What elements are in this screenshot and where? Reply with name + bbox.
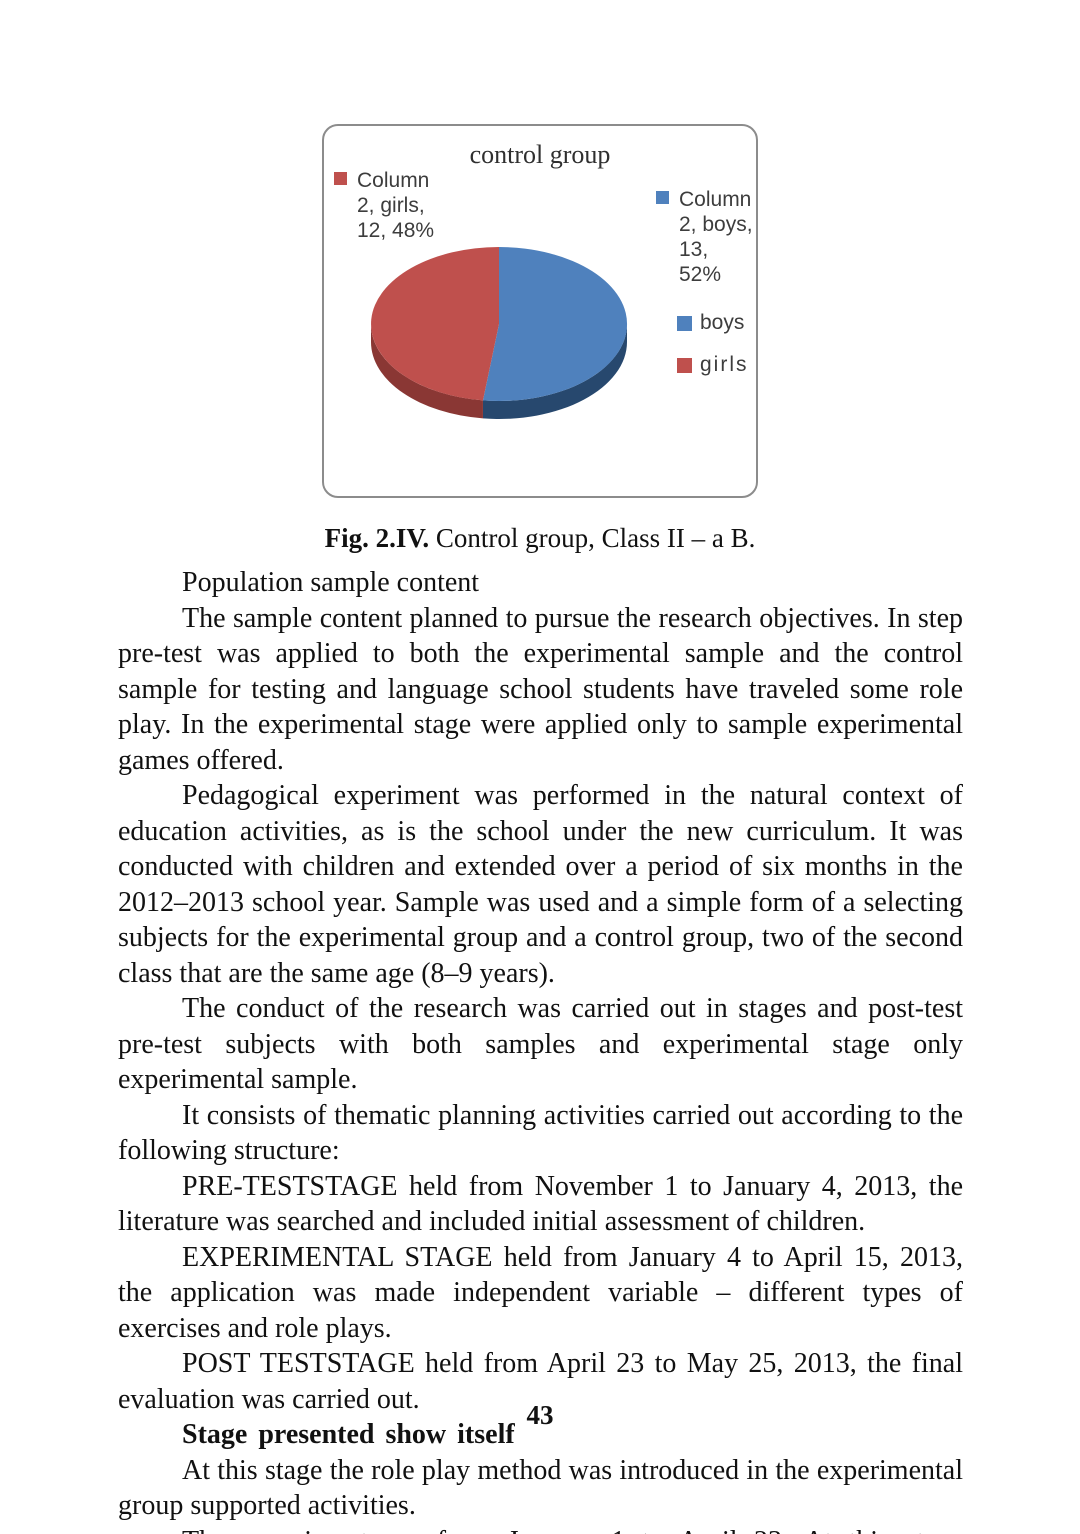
page-number: 43 [526,1400,554,1430]
paragraph: EXPERIMENTAL STAGE held from January 4 t… [118,1241,963,1344]
paragraph: The experiment ran from January 1 to Apr… [118,1524,963,1534]
pie-slice-boys [482,247,628,401]
paragraph: POST TESTSTAGE held from April 23 to May… [118,1348,963,1415]
data-label-boys: Column 2, boys, 13, 52% [656,187,756,287]
figure-caption-text: Control group, Class II – a B. [435,523,756,553]
paragraph: Pedagogical experiment was performed in … [118,780,963,989]
girls-label-text: Column 2, girls, 12, 48% [357,169,435,242]
data-label-girls: Column 2, girls, 12, 48% [334,168,434,243]
pie-slice-girls [371,247,499,401]
legend-swatch-girls-icon [677,358,692,373]
pie-side-boys [482,324,627,419]
girls-label-marker-icon [334,172,347,185]
pie-chart [371,247,628,419]
paragraph: The sample content planned to pursue the… [118,602,963,776]
body-text: Population sample content The sample con… [118,565,963,1534]
legend-item-boys: boys [677,312,744,334]
paragraph: The conduct of the research was carried … [118,993,963,1095]
paragraph: It consists of thematic planning activit… [118,1099,963,1167]
lead-in-line: Population sample content [182,567,480,598]
legend-label-girls: girls [700,353,749,376]
chart-title: control group [469,140,611,169]
legend-swatch-boys-icon [677,316,692,331]
paragraph: PRE-TESTSTAGE held from November 1 to Ja… [118,1170,963,1238]
boys-label-text: Column 2, boys, 13, 52% [679,188,753,286]
pie-side-girls [371,324,483,419]
legend-item-girls: girls [677,354,749,376]
boys-label-marker-icon [656,191,669,204]
pie-chart-frame: control group Column 2, girls, 12, 48% C… [322,124,758,498]
section-heading: Stage presented show itself [182,1419,515,1450]
figure-caption: Fig. 2.IV. Control group, Class II – a B… [0,523,1080,554]
paragraph: At this stage the role play method was i… [118,1454,963,1522]
figure-caption-label: Fig. 2.IV. [324,523,430,553]
legend-label-boys: boys [700,311,745,334]
